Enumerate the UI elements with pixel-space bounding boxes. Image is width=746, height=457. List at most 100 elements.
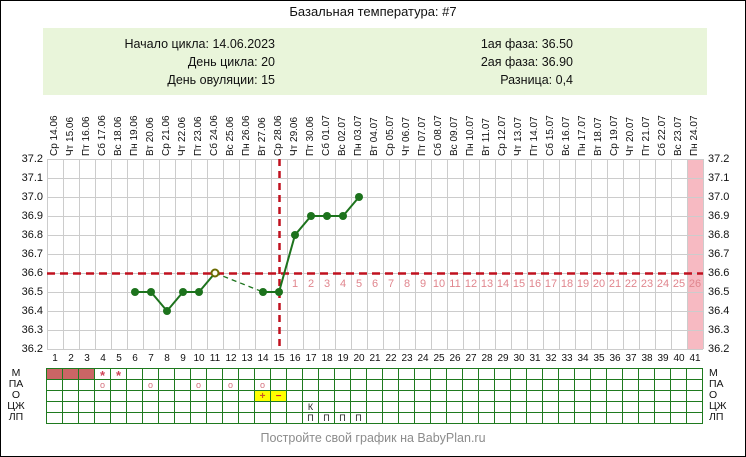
- tracking-cell: о: [191, 380, 207, 391]
- y-axis-label-right: 37.0: [708, 191, 730, 203]
- grid-lines: [47, 159, 704, 350]
- tracking-cell: [111, 402, 127, 413]
- svg-text:13: 13: [481, 278, 493, 290]
- tracking-cell: [527, 402, 543, 413]
- date-label: Ср 28.06: [273, 115, 284, 156]
- day-number: 29: [497, 353, 509, 364]
- tracking-cell: [319, 402, 335, 413]
- tracking-cell: [559, 413, 575, 424]
- tracking-cell: [607, 402, 623, 413]
- tracking-cell: [655, 413, 671, 424]
- day-number: 30: [513, 353, 525, 364]
- tracking-cell: [431, 369, 447, 380]
- date-label: Пн 10.07: [465, 115, 476, 156]
- tracking-cell: [351, 391, 367, 402]
- y-axis-label-left: 36.9: [21, 210, 43, 222]
- svg-text:19: 19: [577, 278, 589, 290]
- tracking-cell: [591, 402, 607, 413]
- tracking-cell: [127, 391, 143, 402]
- tracking-cell: [351, 402, 367, 413]
- tracking-cell: [639, 369, 655, 380]
- tracking-cell: [143, 369, 159, 380]
- tracking-cell: [623, 380, 639, 391]
- day-number: 38: [641, 353, 653, 364]
- tracking-cell: [271, 380, 287, 391]
- tracking-cell: [47, 369, 63, 380]
- tracking-cell: [143, 402, 159, 413]
- tracking-cell: [191, 413, 207, 424]
- temperature-point: [339, 212, 347, 220]
- tracking-cell: [287, 402, 303, 413]
- row-label-left: ЛП: [8, 411, 24, 423]
- tracking-cell: [335, 380, 351, 391]
- tracking-cell: [383, 391, 399, 402]
- tracking-cell: [111, 380, 127, 391]
- tracking-cell: [63, 369, 79, 380]
- temperature-point-open: [210, 268, 220, 278]
- tracking-cell: [383, 369, 399, 380]
- day-number: 28: [481, 353, 493, 364]
- tracking-cell: [687, 413, 703, 424]
- tracking-cell: [607, 413, 623, 424]
- tracking-cell: [687, 369, 703, 380]
- svg-text:15: 15: [513, 278, 525, 290]
- tracking-cell: [623, 413, 639, 424]
- date-label: Пт 16.06: [81, 116, 92, 156]
- date-label: Сб 24.06: [209, 115, 220, 156]
- tracking-cell: [79, 369, 95, 380]
- day-number: 22: [385, 353, 397, 364]
- tracking-cell: [591, 380, 607, 391]
- tracking-cell: [399, 391, 415, 402]
- day-number: 3: [84, 353, 90, 364]
- tracking-cell: [511, 391, 527, 402]
- tracking-cell: [575, 369, 591, 380]
- tracking-cell: [607, 391, 623, 402]
- tracking-cell: [527, 413, 543, 424]
- day-number: 12: [225, 353, 237, 364]
- y-axis-label-left: 36.8: [21, 229, 43, 241]
- temperature-point: [259, 288, 267, 296]
- tracking-cell: [671, 380, 687, 391]
- day-number: 23: [401, 353, 413, 364]
- tracking-cell: [207, 369, 223, 380]
- tracking-cell: П: [351, 413, 367, 424]
- tracking-cell: [399, 380, 415, 391]
- tracking-cell: [223, 391, 239, 402]
- tracking-cell: [223, 369, 239, 380]
- tracking-cell: [415, 380, 431, 391]
- tracking-cell: [655, 369, 671, 380]
- tracking-cell: [415, 369, 431, 380]
- day-number: 26: [449, 353, 461, 364]
- tracking-cell: [47, 402, 63, 413]
- svg-text:17: 17: [545, 278, 557, 290]
- tracking-cell: [639, 413, 655, 424]
- date-label: Вт 27.06: [257, 117, 268, 156]
- cycle-day-line: День цикла: 20: [187, 55, 275, 69]
- tracking-cell: [543, 413, 559, 424]
- tracking-cell: [95, 391, 111, 402]
- tracking-cell: [239, 391, 255, 402]
- tracking-cell: [63, 391, 79, 402]
- tracking-cell: [159, 380, 175, 391]
- tracking-cell: [671, 402, 687, 413]
- page-title: Базальная температура: #7: [289, 4, 457, 19]
- tracking-cell: [495, 391, 511, 402]
- day-number: 32: [545, 353, 557, 364]
- row-label-left: О: [11, 389, 21, 401]
- day-number: 34: [577, 353, 589, 364]
- date-label: Ср 05.07: [385, 115, 396, 156]
- tracking-cell: К: [303, 402, 319, 413]
- day-number: 31: [529, 353, 541, 364]
- tracking-cell: [415, 402, 431, 413]
- day-number: 40: [673, 353, 685, 364]
- tracking-cell: [415, 391, 431, 402]
- tracking-cell: [319, 391, 335, 402]
- date-label: Чт 15.06: [65, 116, 76, 156]
- y-axis-label-right: 36.7: [708, 248, 730, 260]
- day-number: 8: [164, 353, 170, 364]
- tracking-cell: [399, 402, 415, 413]
- y-axis-label-right: 37.1: [708, 172, 730, 184]
- tracking-cell: [495, 369, 511, 380]
- tracking-cell: [271, 413, 287, 424]
- svg-text:5: 5: [356, 278, 362, 290]
